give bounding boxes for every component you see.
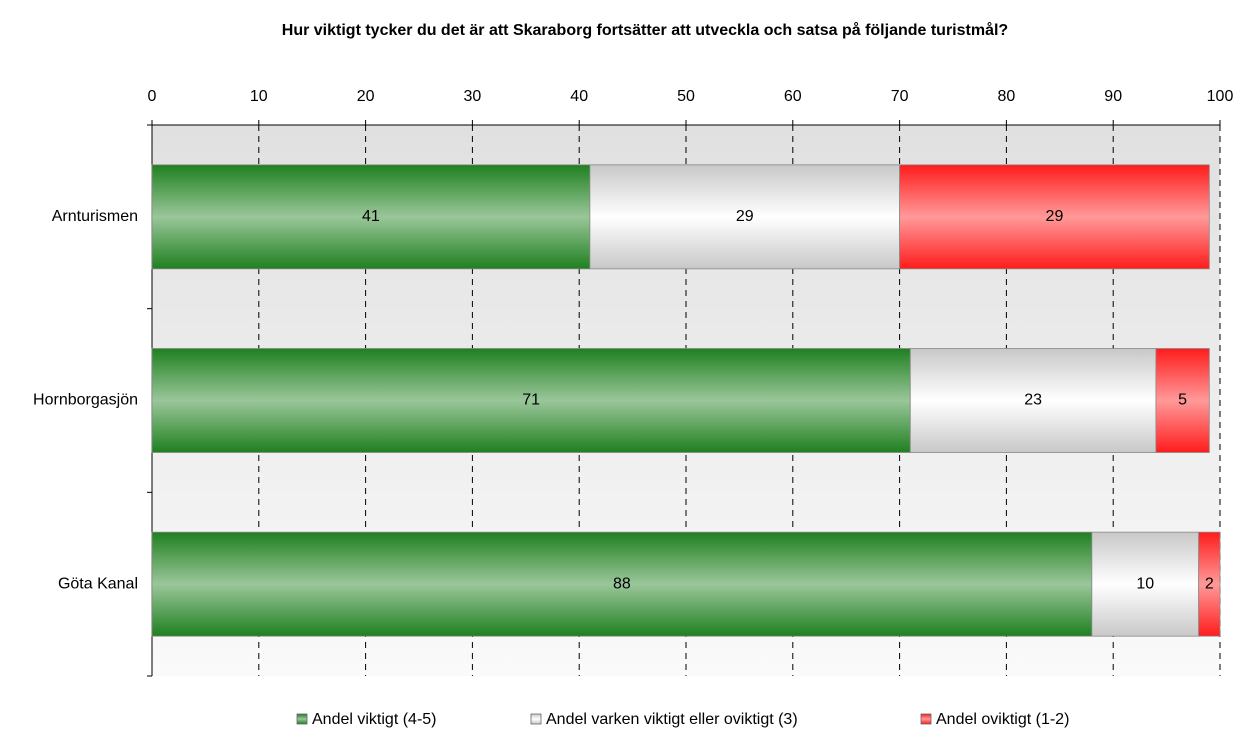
- bar-segment: [151, 348, 911, 453]
- data-label: 23: [1024, 392, 1042, 409]
- bar-segment: [909, 348, 1157, 453]
- legend-label: Andel varken viktigt eller oviktigt (3): [546, 711, 798, 728]
- bar-segment: [151, 164, 591, 270]
- y-tick-label: Hornborgasjön: [33, 392, 138, 409]
- legend-swatch: [296, 713, 308, 725]
- bar-segment: [589, 164, 901, 270]
- legend-swatch: [530, 713, 542, 725]
- data-label: 2: [1205, 575, 1214, 592]
- bar-segment: [1155, 348, 1210, 453]
- data-label: 71: [522, 392, 540, 409]
- bar-segment: [1198, 531, 1221, 637]
- legend-swatch: [920, 713, 932, 725]
- x-tick-label: 20: [357, 88, 375, 105]
- x-tick-label: 50: [677, 88, 695, 105]
- bar-segment: [151, 531, 1093, 637]
- data-label: 29: [736, 208, 754, 225]
- data-label: 29: [1046, 208, 1064, 225]
- data-label: 88: [613, 575, 631, 592]
- legend-label: Andel viktigt (4-5): [312, 711, 437, 728]
- x-tick-label: 40: [570, 88, 588, 105]
- legend-label: Andel oviktigt (1-2): [936, 711, 1069, 728]
- y-tick-label: Arnturismen: [52, 208, 138, 225]
- bar-segment: [1091, 531, 1200, 637]
- data-label: 41: [362, 208, 380, 225]
- y-tick-label: Göta Kanal: [58, 575, 138, 592]
- x-tick-label: 90: [1104, 88, 1122, 105]
- chart-title: Hur viktigt tycker du det är att Skarabo…: [282, 21, 1008, 39]
- x-tick-label: 60: [784, 88, 802, 105]
- x-tick-label: 30: [464, 88, 482, 105]
- x-tick-label: 10: [250, 88, 268, 105]
- x-tick-label: 80: [998, 88, 1016, 105]
- x-tick-label: 70: [891, 88, 909, 105]
- x-tick-label: 100: [1207, 88, 1234, 105]
- data-label: 5: [1178, 392, 1187, 409]
- x-tick-label: 0: [148, 88, 157, 105]
- data-label: 10: [1136, 575, 1154, 592]
- bar-segment: [899, 164, 1210, 270]
